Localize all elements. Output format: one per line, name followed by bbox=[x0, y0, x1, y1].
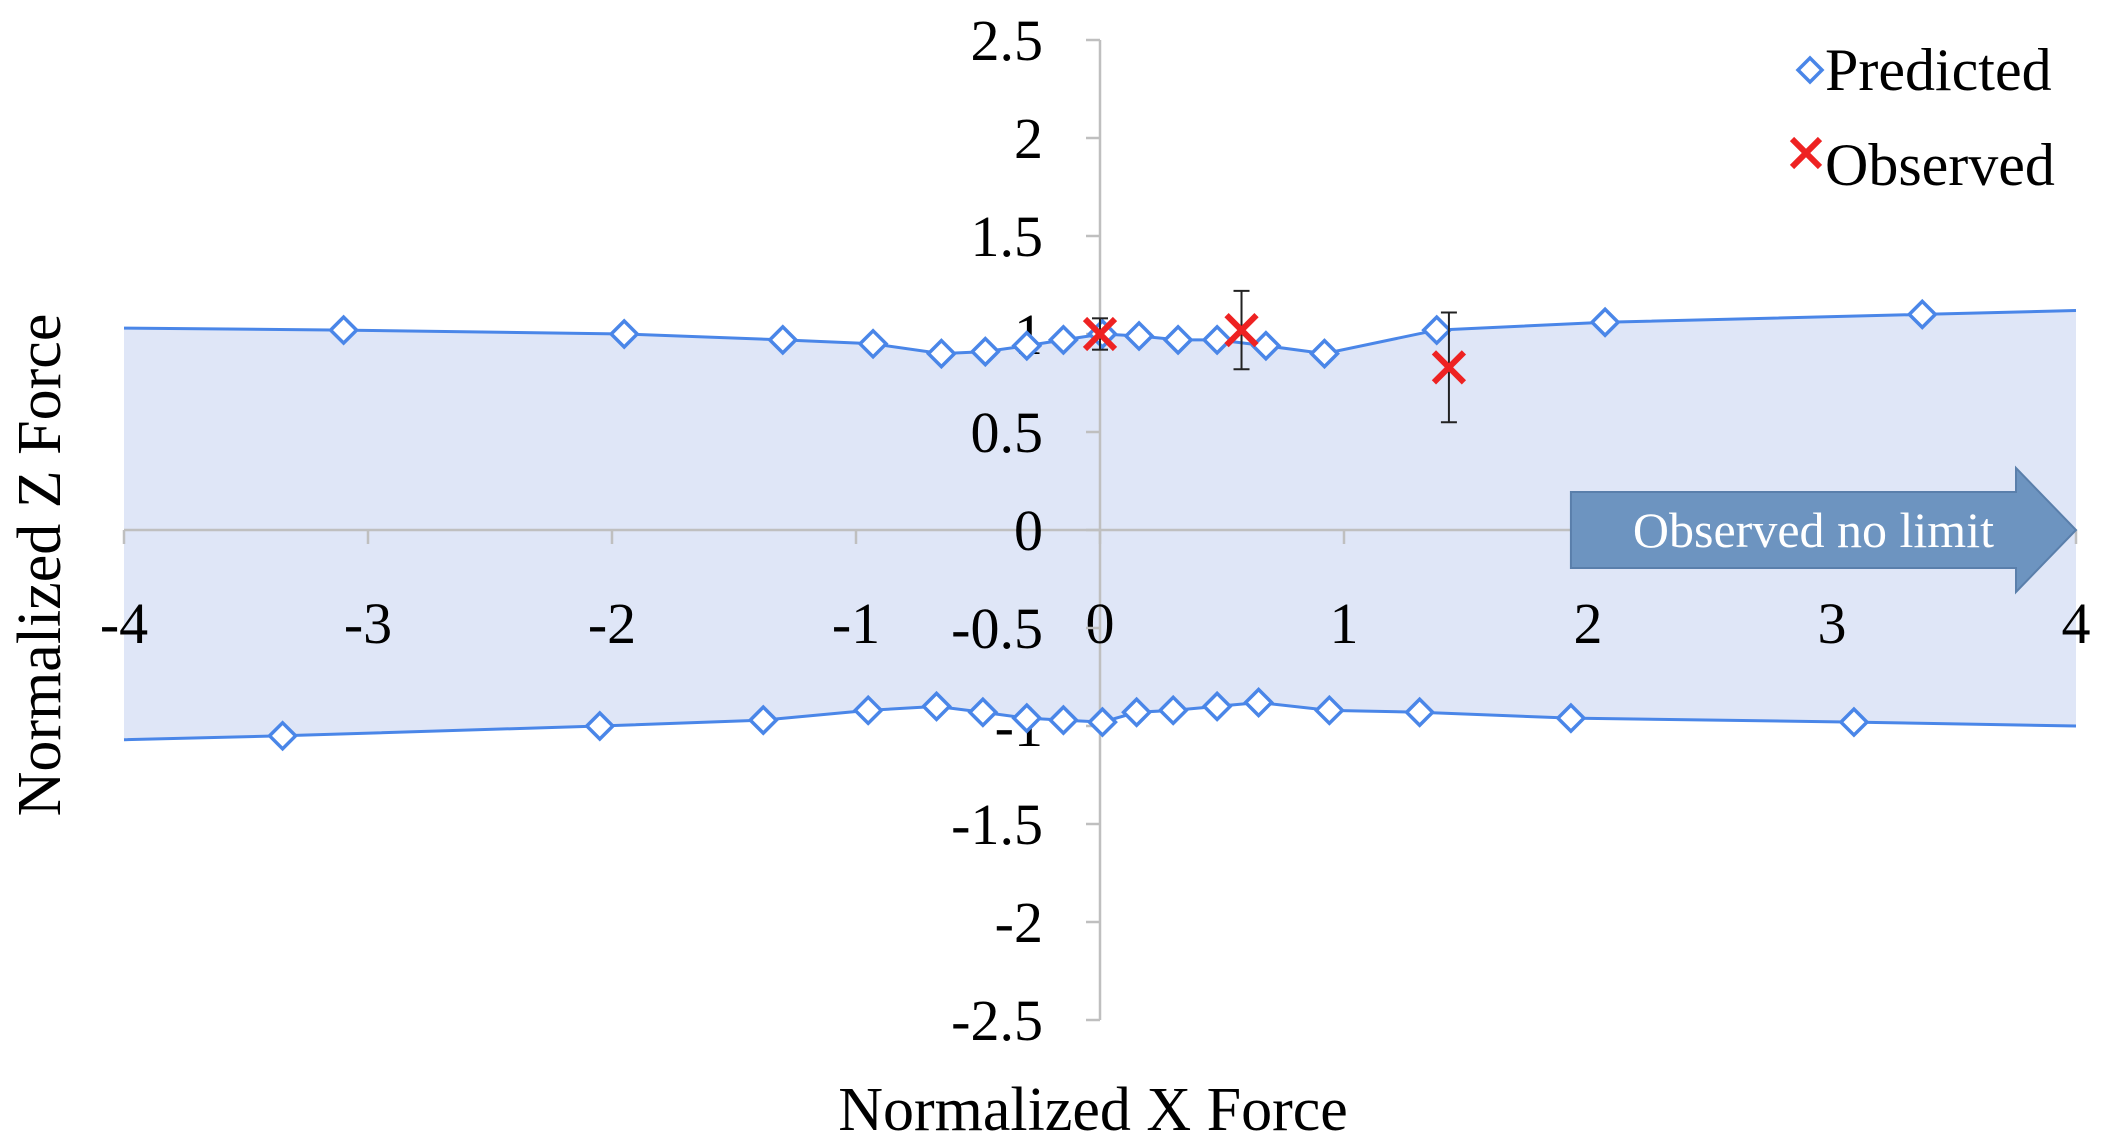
predicted-point bbox=[1906, 298, 1938, 330]
observed-marker-stroke bbox=[1224, 312, 1259, 348]
predicted-point bbox=[1313, 694, 1345, 726]
observed-marker-stroke bbox=[1431, 350, 1467, 385]
legend-diamond bbox=[1795, 55, 1825, 85]
axes: -4-3-2-1012342.521.510.50-0.5-1-1.5-2-2.… bbox=[100, 8, 2091, 1053]
legend-predicted-marker bbox=[1795, 55, 1825, 85]
annotation-layer: Observed no limit bbox=[1569, 465, 2078, 595]
y-axis-title: Normalized Z Force bbox=[6, 314, 74, 817]
predicted-point bbox=[767, 324, 799, 356]
x-tick-label: -4 bbox=[100, 591, 148, 656]
y-tick-label: -2 bbox=[995, 890, 1043, 955]
predicted-point bbox=[1555, 702, 1587, 734]
annotation-arrow bbox=[1569, 465, 2078, 595]
x-tick-label: -1 bbox=[832, 591, 880, 656]
predicted-point bbox=[747, 704, 779, 736]
annotation-text: Observed no limit bbox=[1633, 502, 1994, 558]
predicted-point bbox=[267, 720, 299, 752]
y-tick-label: -1 bbox=[995, 694, 1043, 759]
predicted-point bbox=[1123, 320, 1155, 352]
predicted-point bbox=[1047, 704, 1079, 736]
predicted-point bbox=[969, 336, 1001, 368]
predicted-point bbox=[921, 690, 952, 722]
observed-point bbox=[1224, 312, 1259, 348]
predicted-point bbox=[1250, 330, 1282, 362]
predicted-point bbox=[857, 328, 889, 360]
predicted-point bbox=[584, 710, 616, 742]
x-tick-label: -2 bbox=[588, 591, 636, 656]
x-axis-title: Normalized X Force bbox=[838, 1076, 1348, 1140]
series-layer bbox=[123, 289, 2077, 752]
predicted-point bbox=[1121, 696, 1153, 728]
observed-point bbox=[1431, 350, 1467, 385]
predicted-point bbox=[1243, 687, 1275, 718]
legend: Predicted Observed bbox=[1789, 37, 2055, 198]
predicted-point bbox=[1047, 324, 1079, 356]
predicted-point bbox=[1838, 706, 1870, 738]
x-tick-label: 1 bbox=[1330, 591, 1359, 656]
predicted-point bbox=[1201, 690, 1233, 722]
y-tick-label: 2.5 bbox=[971, 8, 1044, 73]
legend-cross bbox=[1789, 136, 1823, 170]
y-tick-label: 2 bbox=[1014, 106, 1043, 171]
y-tick-label: 1.5 bbox=[971, 204, 1044, 269]
predicted-point bbox=[1201, 324, 1233, 356]
y-tick-label: -2.5 bbox=[951, 988, 1043, 1053]
observed-marker-stroke bbox=[1082, 316, 1118, 352]
observed-marker-stroke bbox=[1789, 136, 1823, 170]
predicted-point bbox=[1011, 330, 1043, 362]
predicted-point bbox=[967, 696, 999, 728]
predicted-point bbox=[1086, 706, 1118, 738]
x-tick-label: 3 bbox=[1818, 591, 1847, 656]
observed-point bbox=[1082, 316, 1118, 352]
y-tick-label: 0.5 bbox=[971, 400, 1044, 465]
predicted-point bbox=[1162, 324, 1194, 356]
y-tick-label: -1.5 bbox=[951, 792, 1043, 857]
predicted-point bbox=[608, 318, 640, 350]
predicted-point bbox=[1421, 314, 1453, 346]
legend-observed-label: Observed bbox=[1825, 132, 2055, 198]
predicted-point bbox=[1157, 694, 1189, 726]
predicted-point bbox=[328, 314, 360, 346]
predicted-point bbox=[1309, 338, 1340, 370]
x-tick-label: 2 bbox=[1574, 591, 1603, 656]
predicted-point bbox=[1011, 702, 1043, 734]
x-tick-label: 4 bbox=[2062, 591, 2091, 656]
predicted-point bbox=[1404, 696, 1436, 728]
y-tick-label: -0.5 bbox=[951, 596, 1043, 661]
predicted-point bbox=[852, 694, 884, 726]
y-tick-label: 0 bbox=[1014, 498, 1043, 563]
predicted-point bbox=[1589, 306, 1621, 338]
legend-observed-marker bbox=[1789, 136, 1823, 170]
x-tick-label: -3 bbox=[344, 591, 392, 656]
predicted-point bbox=[925, 338, 957, 370]
x-tick-label: 0 bbox=[1086, 591, 1115, 656]
legend-predicted-label: Predicted bbox=[1825, 37, 2052, 103]
